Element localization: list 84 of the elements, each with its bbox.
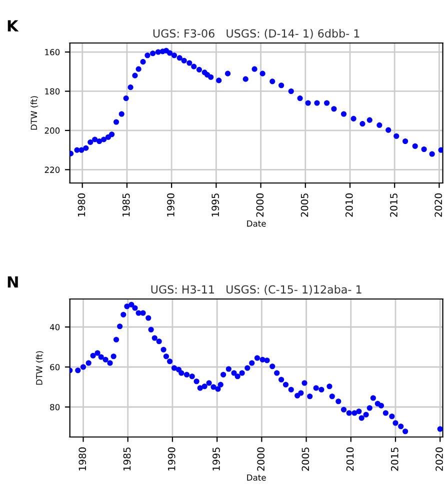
x-tick-label: 2015 [390, 194, 398, 217]
point [196, 66, 202, 72]
point [83, 145, 89, 151]
point [288, 88, 294, 94]
x-tick-label: 2000 [257, 447, 264, 471]
point [394, 133, 400, 139]
point [324, 100, 330, 106]
point [150, 50, 156, 56]
point [412, 143, 418, 149]
x-tick-label: 2000 [256, 193, 264, 217]
point [100, 136, 107, 142]
point [128, 84, 134, 90]
point [386, 127, 392, 133]
x-tick-label: 2020 [436, 447, 443, 471]
point [118, 111, 124, 117]
x-tick-label: 1990 [168, 447, 176, 470]
point [305, 100, 311, 106]
y-tick-label: 40 [50, 324, 60, 330]
x-tick-label: 1990 [167, 193, 174, 216]
y-tick-label: 180 [45, 88, 60, 95]
chart-title: UGS: H3-11 USGS: (C-15- 1)12aba- 1 [151, 285, 362, 295]
x-axis-title: Date [247, 474, 266, 481]
x-axis-title: Date [247, 220, 266, 227]
point [78, 147, 84, 153]
x-tick-label: 2005 [300, 194, 308, 217]
x-tick-label: 2015 [390, 448, 398, 471]
x-tick-label: 1980 [78, 447, 86, 470]
x-tick-label: 2020 [434, 193, 442, 217]
point [96, 138, 102, 144]
x-tick-label: 1995 [212, 194, 219, 216]
y-axis-title: DTW (ft) [36, 351, 44, 385]
point [331, 106, 337, 112]
point [105, 134, 112, 140]
point [366, 117, 372, 123]
point [144, 52, 150, 58]
point [340, 111, 347, 117]
point [140, 59, 146, 65]
x-tick-label: 1980 [78, 193, 86, 216]
point [109, 132, 115, 138]
y-axis-title: DTW (ft) [30, 96, 38, 130]
y-tick-label: 160 [45, 49, 60, 56]
text: N [8, 276, 18, 288]
chart-title: UGS: F3-06 USGS: (D-14- 1) 6dbb- 1 [153, 29, 360, 39]
point [297, 96, 303, 102]
point [191, 64, 197, 70]
x-tick-label: 1995 [212, 448, 220, 470]
point [242, 76, 248, 82]
point [70, 150, 74, 156]
point [171, 52, 178, 58]
y-tick-label: 220 [44, 166, 60, 173]
point [438, 147, 443, 153]
point [132, 72, 138, 78]
x-tick-label: 2010 [345, 193, 353, 217]
point [314, 100, 320, 106]
point [113, 119, 120, 125]
point [136, 66, 142, 72]
point [216, 78, 222, 84]
point [186, 60, 192, 66]
x-tick-label: 2005 [302, 448, 310, 471]
point [376, 122, 382, 128]
x-tick-label: 1985 [123, 448, 131, 470]
point [167, 50, 173, 56]
point [88, 139, 94, 145]
point [270, 78, 276, 84]
point [92, 136, 98, 142]
point [429, 151, 435, 157]
point [421, 146, 427, 152]
point [278, 82, 284, 88]
point [224, 70, 231, 76]
x-tick-label: 2010 [346, 447, 354, 471]
point [176, 55, 182, 61]
text: K [8, 20, 19, 32]
y-tick-label: 200 [44, 127, 60, 134]
point [181, 58, 187, 64]
point [350, 116, 356, 122]
point [208, 74, 214, 80]
point [260, 70, 266, 76]
point [123, 96, 129, 102]
point [360, 121, 366, 127]
y-tick-label: 80 [50, 404, 60, 410]
point [402, 138, 408, 144]
x-tick-label: 1985 [122, 194, 130, 216]
point [252, 66, 258, 72]
y-tick-label: 60 [50, 364, 60, 370]
